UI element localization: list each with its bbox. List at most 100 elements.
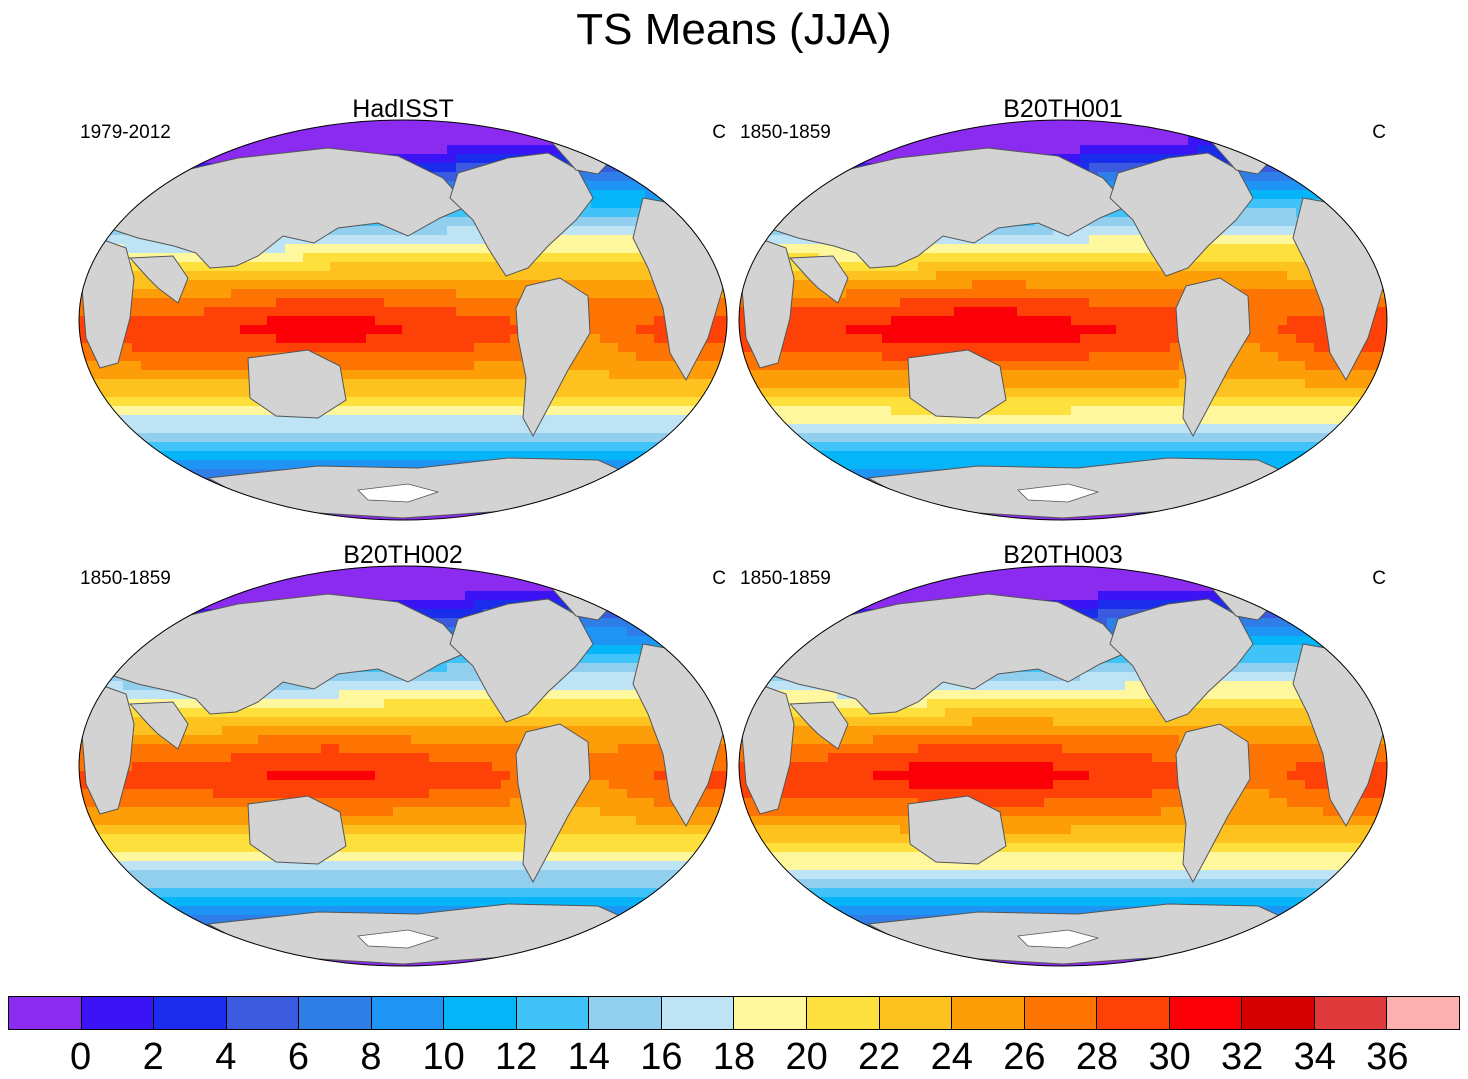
sst-cell: [1026, 145, 1036, 155]
sst-cell: [411, 379, 421, 389]
sst-cell: [1044, 120, 1054, 128]
sst-cell: [195, 406, 205, 416]
sst-cell: [717, 316, 727, 326]
sst-cell: [510, 514, 520, 520]
sst-cell: [411, 361, 421, 371]
sst-cell: [177, 120, 187, 128]
sst-cell: [159, 343, 169, 353]
sst-cell: [900, 316, 910, 326]
sst-cell: [357, 316, 367, 326]
sst-cell: [1287, 208, 1297, 218]
sst-cell: [636, 199, 646, 209]
sst-cell: [918, 289, 928, 299]
sst-cell: [600, 388, 610, 398]
sst-cell: [258, 253, 268, 263]
sst-cell: [330, 343, 340, 353]
sst-cell: [492, 415, 502, 425]
sst-cell: [204, 388, 214, 398]
sst-cell: [618, 190, 628, 200]
sst-cell: [1080, 154, 1090, 164]
sst-cell: [1161, 127, 1171, 137]
sst-cell: [672, 424, 682, 434]
sst-cell: [726, 370, 727, 380]
sst-cell: [483, 406, 493, 416]
sst-cell: [1215, 262, 1225, 272]
sst-cell: [717, 424, 727, 434]
sst-cell: [1017, 127, 1027, 137]
sst-cell: [600, 361, 610, 371]
sst-cell: [828, 307, 838, 317]
sst-cell: [384, 370, 394, 380]
sst-cell: [159, 433, 169, 443]
sst-cell: [294, 298, 304, 308]
sst-cell: [756, 145, 766, 155]
sst-cell: [87, 442, 97, 452]
sst-cell: [873, 271, 883, 281]
sst-cell: [1251, 289, 1261, 299]
sst-cell: [726, 406, 727, 416]
sst-cell: [1152, 298, 1162, 308]
sst-cell: [1107, 172, 1117, 182]
sst-cell: [375, 460, 385, 470]
sst-cell: [204, 334, 214, 344]
sst-cell: [945, 235, 955, 245]
sst-cell: [79, 226, 88, 236]
sst-cell: [114, 199, 124, 209]
sst-cell: [240, 280, 250, 290]
sst-cell: [357, 226, 367, 236]
sst-cell: [564, 433, 574, 443]
sst-cell: [204, 120, 214, 128]
sst-cell: [1377, 298, 1387, 308]
sst-cell: [510, 397, 520, 407]
sst-cell: [366, 271, 376, 281]
sst-cell: [384, 406, 394, 416]
sst-cell: [339, 514, 349, 520]
sst-cell: [159, 289, 169, 299]
sst-cell: [141, 442, 151, 452]
sst-cell: [1386, 190, 1387, 200]
sst-cell: [204, 136, 214, 146]
sst-cell: [618, 199, 628, 209]
sst-cell: [1260, 190, 1270, 200]
sst-cell: [456, 244, 466, 254]
sst-cell: [420, 253, 430, 263]
sst-cell: [321, 325, 331, 335]
sst-cell: [726, 352, 727, 362]
sst-cell: [591, 298, 601, 308]
sst-cell: [609, 487, 619, 497]
sst-cell: [366, 136, 376, 146]
sst-cell: [747, 217, 757, 227]
sst-cell: [339, 361, 349, 371]
sst-cell: [105, 120, 115, 128]
sst-cell: [582, 370, 592, 380]
sst-cell: [1260, 289, 1270, 299]
sst-cell: [447, 433, 457, 443]
sst-cell: [105, 406, 115, 416]
sst-cell: [96, 496, 106, 506]
sst-cell: [402, 120, 412, 128]
sst-cell: [79, 460, 88, 470]
sst-cell: [411, 424, 421, 434]
sst-cell: [645, 478, 655, 488]
sst-cell: [195, 280, 205, 290]
sst-cell: [564, 505, 574, 515]
sst-cell: [123, 460, 133, 470]
sst-cell: [618, 307, 628, 317]
sst-cell: [402, 253, 412, 263]
sst-cell: [900, 145, 910, 155]
sst-cell: [837, 298, 847, 308]
sst-cell: [96, 120, 106, 128]
sst-cell: [546, 442, 556, 452]
sst-cell: [819, 163, 829, 173]
sst-cell: [87, 172, 97, 182]
sst-cell: [690, 190, 700, 200]
sst-cell: [285, 442, 295, 452]
sst-cell: [456, 433, 466, 443]
sst-cell: [348, 361, 358, 371]
sst-cell: [726, 208, 727, 218]
sst-cell: [447, 397, 457, 407]
sst-cell: [582, 262, 592, 272]
sst-cell: [249, 460, 259, 470]
sst-cell: [510, 120, 520, 128]
sst-cell: [954, 120, 964, 128]
